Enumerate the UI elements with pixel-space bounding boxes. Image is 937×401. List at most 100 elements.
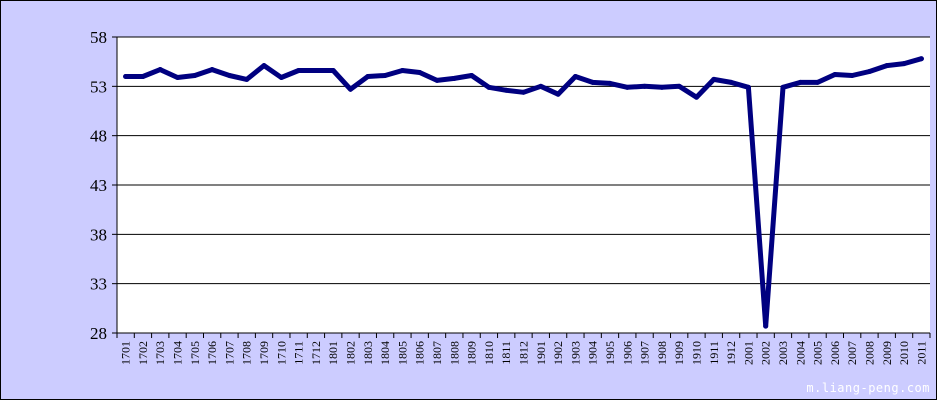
x-tick-label: 1809 [465, 341, 479, 365]
data-point [555, 91, 561, 97]
data-point [676, 83, 682, 89]
y-tick-label: 58 [90, 28, 107, 47]
x-tick-label: 1908 [655, 341, 669, 365]
data-point [278, 74, 284, 80]
y-tick-label: 28 [90, 324, 107, 343]
x-tick-label: 1803 [361, 341, 375, 365]
data-point [382, 72, 388, 78]
data-point [763, 323, 769, 329]
x-tick-label: 1806 [413, 341, 427, 365]
data-point [918, 56, 924, 62]
x-tick-label: 2001 [741, 341, 755, 365]
data-point [572, 73, 578, 79]
data-point [711, 76, 717, 82]
y-tick-label: 48 [90, 127, 107, 146]
x-tick-label: 2005 [811, 341, 825, 365]
x-tick-label: 1907 [638, 341, 652, 365]
x-tick-label: 1705 [188, 341, 202, 365]
data-point [503, 87, 509, 93]
x-tick-label: 1911 [707, 341, 721, 365]
x-tick-label: 1708 [240, 341, 254, 365]
data-point [642, 83, 648, 89]
x-tick-label: 1706 [205, 341, 219, 365]
data-point [693, 94, 699, 100]
data-point [157, 67, 163, 73]
data-point [330, 68, 336, 74]
x-tick-label: 1709 [257, 341, 271, 365]
x-tick-label: 1903 [568, 341, 582, 365]
x-tick-label: 1810 [482, 341, 496, 365]
data-point [469, 72, 475, 78]
data-point [417, 70, 423, 76]
data-point [521, 89, 526, 95]
data-point [192, 72, 198, 78]
x-tick-label: 1801 [326, 341, 340, 365]
x-tick-label: 2009 [880, 341, 894, 365]
data-point [590, 79, 596, 85]
x-tick-label: 2003 [776, 341, 790, 365]
data-point [659, 84, 665, 90]
data-point [624, 84, 630, 90]
data-point [486, 84, 492, 90]
data-point [209, 67, 215, 73]
x-tick-label: 1802 [344, 341, 358, 365]
data-point [866, 69, 872, 75]
data-point [226, 72, 232, 78]
x-tick-label: 1910 [689, 341, 703, 365]
y-tick-label: 53 [90, 77, 107, 96]
x-tick-label: 2007 [845, 341, 859, 365]
x-tick-label: 1909 [672, 341, 686, 365]
data-point [365, 73, 371, 79]
x-tick-label: 2008 [862, 341, 876, 365]
y-tick-label: 43 [90, 176, 107, 195]
data-point [244, 76, 250, 82]
x-tick-label: 1901 [534, 341, 548, 365]
data-point [728, 79, 734, 85]
x-tick-label: 1710 [274, 341, 288, 365]
data-point [832, 71, 838, 77]
x-tick-label: 1905 [603, 341, 617, 365]
data-point [434, 77, 440, 83]
x-tick-label: 1711 [292, 341, 306, 365]
data-point [175, 74, 181, 80]
data-point [745, 84, 751, 90]
y-tick-label: 38 [90, 225, 107, 244]
data-point [884, 63, 890, 69]
x-tick-label: 1904 [586, 341, 600, 365]
data-point [901, 61, 907, 67]
x-tick-label: 1912 [724, 341, 738, 365]
watermark: m.liang-peng.com [806, 381, 930, 395]
data-point [261, 63, 267, 69]
data-point [399, 68, 405, 74]
data-point [313, 68, 319, 74]
x-tick-label: 1807 [430, 341, 444, 365]
x-tick-label: 1906 [620, 341, 634, 365]
data-point [451, 75, 457, 81]
data-point [348, 86, 354, 92]
x-tick-label: 1804 [378, 341, 392, 365]
x-tick-label: 1704 [171, 341, 185, 365]
x-tick-label: 1707 [222, 341, 236, 365]
x-tick-label: 1702 [136, 341, 150, 365]
data-point [296, 68, 302, 74]
data-point [797, 79, 803, 85]
x-tick-label: 1701 [119, 341, 133, 365]
x-tick-label: 2011 [914, 341, 928, 365]
data-point [123, 73, 129, 79]
data-point [140, 73, 146, 79]
x-tick-label: 1808 [447, 341, 461, 365]
data-point [815, 79, 821, 85]
x-tick-label: 1812 [517, 341, 531, 365]
x-tick-label: 1703 [153, 341, 167, 365]
data-point [780, 84, 786, 90]
data-point [538, 83, 544, 89]
data-point [849, 72, 855, 78]
x-tick-label: 2002 [759, 341, 773, 365]
data-point [607, 80, 613, 86]
y-tick-label: 33 [90, 275, 107, 294]
x-tick-label: 1902 [551, 341, 565, 365]
x-tick-label: 2004 [793, 341, 807, 365]
x-tick-label: 2006 [828, 341, 842, 365]
